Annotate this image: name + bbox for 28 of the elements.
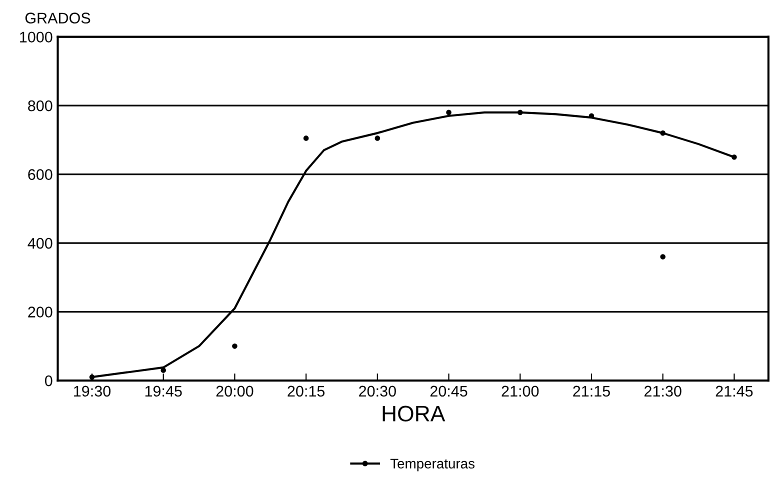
point <box>160 368 166 373</box>
x-tick-label: 21:15 <box>573 386 610 397</box>
x-tick-label: 19:30 <box>74 386 111 397</box>
legend-label: Temperaturas <box>390 458 475 472</box>
y-tick-label: 200 <box>28 306 52 318</box>
x-axis-title: HORA <box>382 406 446 422</box>
point <box>303 136 309 141</box>
point <box>660 254 666 260</box>
y-tick-label: 400 <box>28 238 52 249</box>
y-tick-label: 1000 <box>20 32 52 43</box>
y-tick-label: 800 <box>28 100 52 112</box>
y-axis-title: GRADOS <box>25 12 90 24</box>
y-tick-label: 0 <box>44 375 52 386</box>
x-tick-label: 21:00 <box>502 386 539 397</box>
point <box>660 130 666 136</box>
point <box>446 110 452 116</box>
x-tick-label: 20:45 <box>430 386 468 397</box>
x-tick-label: 21:45 <box>716 386 753 397</box>
y-tick-label: 600 <box>28 169 52 180</box>
point <box>232 343 238 349</box>
point <box>517 110 523 116</box>
point <box>374 136 380 141</box>
x-tick-label: 21:30 <box>644 386 682 397</box>
x-tick-label: 19:45 <box>145 386 182 397</box>
x-tick-label: 20:15 <box>288 386 325 397</box>
point <box>732 154 737 160</box>
x-tick-label: 20:30 <box>359 386 396 397</box>
x-tick-label: 20:00 <box>216 386 254 397</box>
